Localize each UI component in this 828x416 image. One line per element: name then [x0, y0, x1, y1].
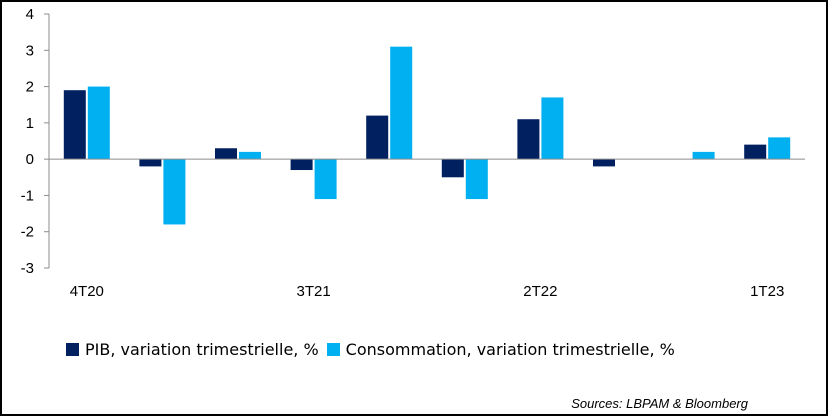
- bar-consommation-3t21: [314, 159, 337, 200]
- y-tick-label: -2: [21, 224, 34, 241]
- x-tick-label-1t23: 1T23: [750, 283, 784, 300]
- bar-consommation-2t21: [239, 151, 261, 160]
- legend-swatch-pib: [66, 343, 79, 356]
- bar-pib-2t22: [517, 119, 540, 160]
- x-tick-label-3t21: 3T21: [296, 283, 330, 300]
- x-axis-ticks: 4T20 3T21 2T22 1T23: [70, 283, 785, 300]
- legend: PIB, variation trimestrielle, % Consomma…: [66, 340, 683, 359]
- bar-consommation-2t22: [541, 97, 564, 160]
- legend-swatch-consommation: [326, 343, 340, 356]
- y-axis-ticks: 4 3 2 1 0 -1 -2 -3: [21, 6, 49, 277]
- bar-pib-1t22: [441, 159, 464, 178]
- y-tick-label: 4: [26, 6, 34, 23]
- legend-label-consommation: Consommation, variation trimestrielle, %: [345, 340, 675, 359]
- legend-item-consommation: Consommation, variation trimestrielle, %: [326, 340, 675, 359]
- bar-pib-4t21: [366, 115, 389, 160]
- x-tick-label-4t20: 4T20: [70, 283, 104, 300]
- y-tick-label: 3: [26, 42, 34, 59]
- bar-pib-3t21: [290, 159, 313, 171]
- bar-consommation-4t21: [390, 46, 413, 160]
- bar-consommation-4t22: [692, 151, 715, 160]
- bar-consommation-4t20: [87, 86, 110, 160]
- source-note: Sources: LBPAM & Bloomberg: [571, 396, 748, 411]
- x-tick-label-2t22: 2T22: [523, 283, 557, 300]
- bar-consommation-1t23: [768, 137, 791, 160]
- y-tick-label: -3: [21, 260, 34, 277]
- y-tick-label: 1: [26, 115, 34, 132]
- bar-pib-1t23: [744, 144, 767, 160]
- y-tick-label: 0: [26, 151, 34, 168]
- legend-label-pib: PIB, variation trimestrielle, %: [85, 340, 319, 359]
- bar-pib-2t21: [215, 148, 237, 160]
- bar-pib-3t22: [593, 159, 615, 167]
- bar-consommation-1t21: [163, 159, 186, 225]
- bar-pib-1t21: [139, 159, 162, 167]
- bar-consommation-1t22: [465, 159, 488, 200]
- y-tick-label: -1: [21, 187, 34, 204]
- bars: [63, 46, 791, 225]
- bar-pib-4t20: [63, 90, 86, 160]
- y-tick-label: 2: [26, 79, 34, 96]
- legend-item-pib: PIB, variation trimestrielle, %: [66, 340, 319, 359]
